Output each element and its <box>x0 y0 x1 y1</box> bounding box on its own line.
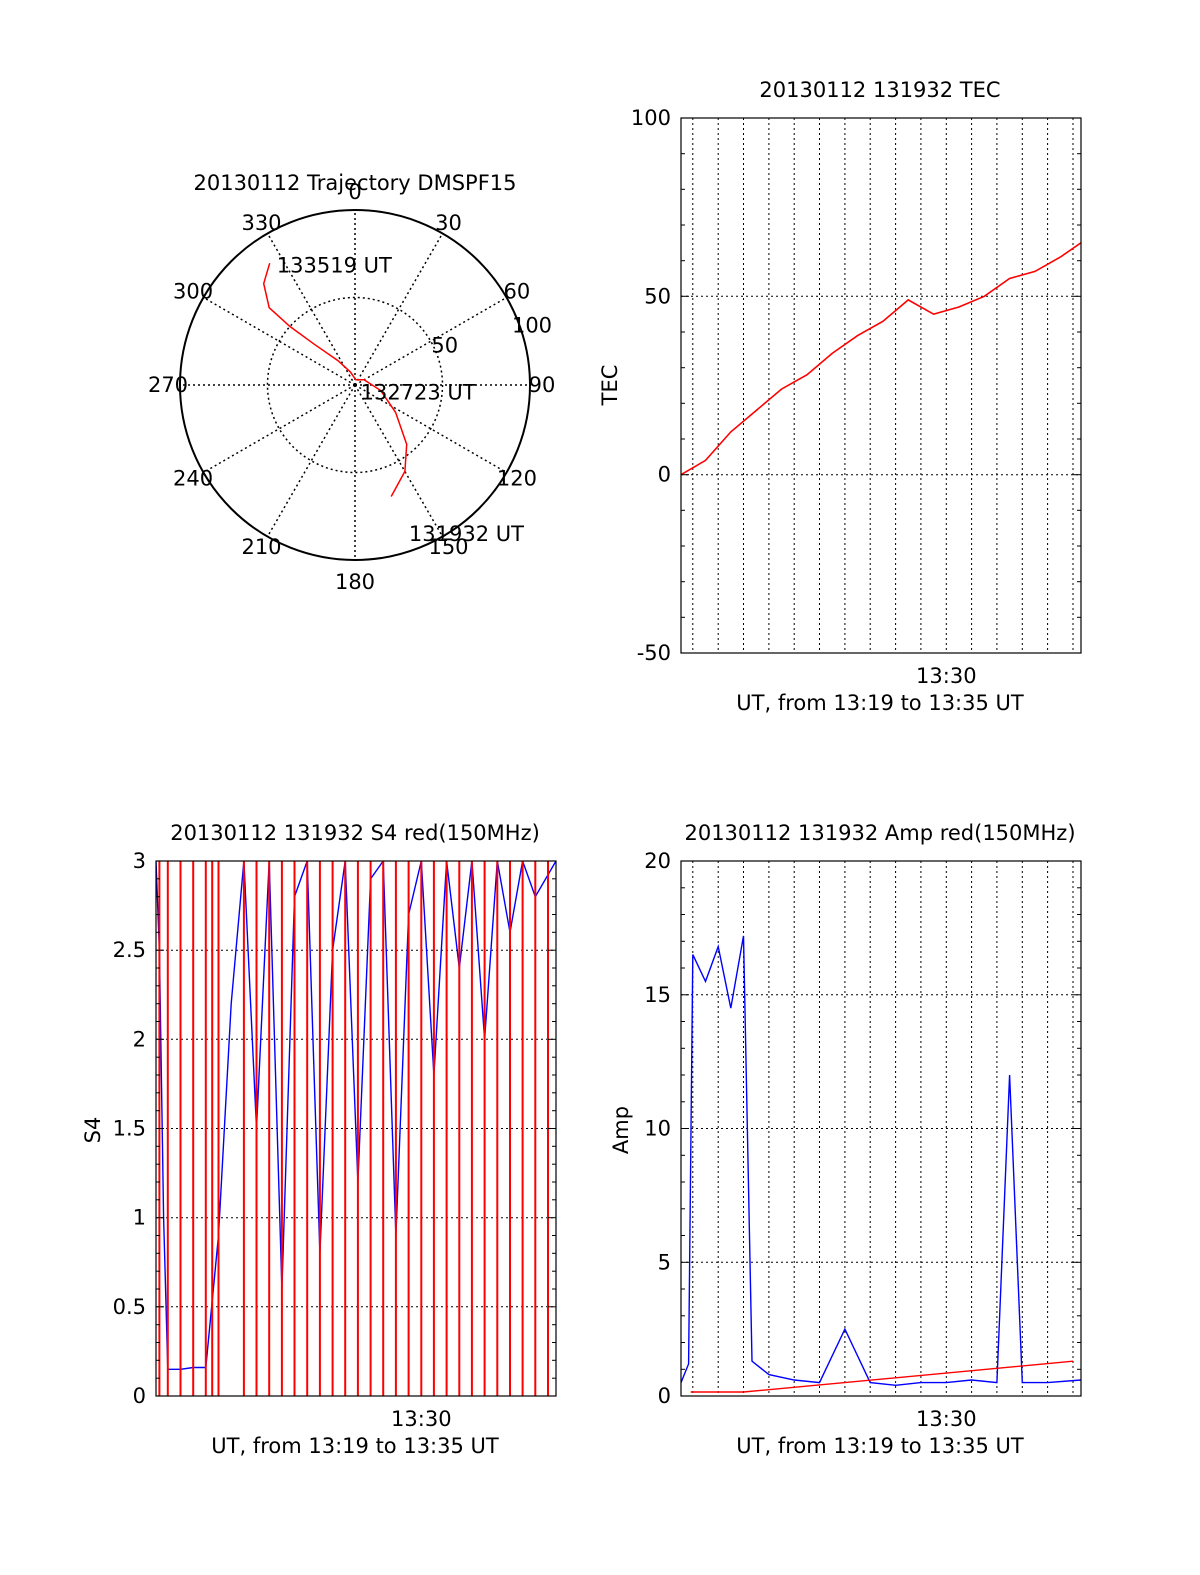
polar-time-annotation: 132723 UT <box>361 381 476 405</box>
amp-xlabel: UT, from 13:19 to 13:35 UT <box>736 1434 1024 1458</box>
y-tick-label: 1.5 <box>113 1117 146 1141</box>
polar-spoke <box>354 233 444 386</box>
ticks <box>681 860 1081 1397</box>
y-tick-label: 20 <box>644 849 671 873</box>
polar-azimuth-label: 210 <box>241 535 281 559</box>
polar-spoke <box>354 296 507 386</box>
tec-title: 20130112 131932 TEC <box>759 78 1000 102</box>
polar-azimuth-label: 30 <box>435 211 462 235</box>
y-tick-label: 50 <box>644 284 671 308</box>
polar-azimuth-label: 0 <box>348 180 361 204</box>
y-tick-label: 0 <box>658 1384 671 1408</box>
y-tick-label: 2 <box>133 1027 146 1051</box>
y-tick-label: -50 <box>637 641 671 665</box>
polar-spoke <box>203 296 356 386</box>
s4-xlabel: UT, from 13:19 to 13:35 UT <box>211 1434 499 1458</box>
polar-azimuth-label: 180 <box>335 570 375 594</box>
y-tick-label: 1 <box>133 1206 146 1230</box>
tec-ylabel: TEC <box>598 365 622 407</box>
series-line <box>690 1360 1074 1393</box>
polar-spoke <box>354 384 507 474</box>
polar-spoke <box>354 384 444 537</box>
amp-ylabel: Amp <box>609 1106 633 1154</box>
y-tick-label: 0 <box>658 463 671 487</box>
grid <box>681 861 1081 1396</box>
tec-xlabel: UT, from 13:19 to 13:35 UT <box>736 691 1024 715</box>
y-tick-label: 10 <box>644 1117 671 1141</box>
polar-panel: 20130112 Trajectory DMSPF15 0 30 60 90 120 15… <box>148 171 555 594</box>
polar-azimuth-label: 330 <box>241 211 281 235</box>
ticks <box>156 860 556 1397</box>
series-line <box>681 935 1081 1387</box>
s4-panel: 20130112 131932 S4 red(150MHz) S4 UT, fr… <box>81 821 557 1458</box>
polar-time-annotation: 131932 UT <box>409 522 524 546</box>
data-layer <box>681 935 1081 1393</box>
polar-azimuth-label: 120 <box>497 467 537 491</box>
ticks <box>681 117 1081 654</box>
polar-radial-label: 50 <box>431 333 458 357</box>
x-tick-label: 13:30 <box>391 1407 452 1431</box>
polar-grid <box>179 209 531 561</box>
series-line <box>156 861 556 1371</box>
y-tick-label: 2.5 <box>113 938 146 962</box>
y-tick-label: 5 <box>658 1250 671 1274</box>
s4-ylabel: S4 <box>81 1117 105 1144</box>
polar-spoke <box>266 233 356 386</box>
y-tick-label: 100 <box>631 106 671 130</box>
plot-frame <box>680 117 1082 654</box>
data-layer <box>156 861 556 1396</box>
amp-title: 20130112 131932 Amp red(150MHz) <box>684 821 1075 845</box>
polar-azimuth-label: 240 <box>173 467 213 491</box>
polar-annotations: 133519 UT 132723 UT 131932 UT <box>277 254 524 546</box>
series-line <box>681 242 1081 476</box>
polar-spoke <box>203 384 356 474</box>
polar-azimuth-label: 150 <box>428 535 468 559</box>
tec-panel: 20130112 131932 TEC TEC UT, from 13:19 t… <box>598 78 1082 715</box>
polar-azimuth-labels: 0 30 60 90 120 150 180 210 240 270 300 330 <box>148 180 555 594</box>
x-tick-label: 13:30 <box>916 664 977 688</box>
y-tick-label: 0 <box>133 1384 146 1408</box>
polar-title: 20130112 Trajectory DMSPF15 <box>193 171 516 195</box>
polar-azimuth-label: 60 <box>504 280 531 304</box>
amp-panel: 20130112 131932 Amp red(150MHz) Amp UT, … <box>609 821 1082 1458</box>
polar-outer-circle <box>179 209 531 561</box>
polar-trajectory <box>262 262 408 497</box>
polar-azimuth-label: 270 <box>148 373 188 397</box>
polar-azimuth-label: 90 <box>529 373 556 397</box>
x-tick-label: 13:30 <box>916 1407 977 1431</box>
s4-title: 20130112 131932 S4 red(150MHz) <box>170 821 540 845</box>
y-tick-label: 15 <box>644 983 671 1007</box>
polar-radial-label: 100 <box>512 313 552 337</box>
data-layer <box>681 242 1081 476</box>
polar-azimuth-label: 300 <box>173 280 213 304</box>
y-tick-label: 0.5 <box>113 1295 146 1319</box>
polar-trajectory-line <box>262 262 408 497</box>
polar-radial-labels: 50 100 <box>431 313 552 357</box>
polar-time-annotation: 133519 UT <box>277 254 392 278</box>
polar-ring <box>266 296 444 474</box>
grid <box>681 118 1081 653</box>
y-tick-label: 3 <box>133 849 146 873</box>
polar-spoke <box>266 384 356 537</box>
